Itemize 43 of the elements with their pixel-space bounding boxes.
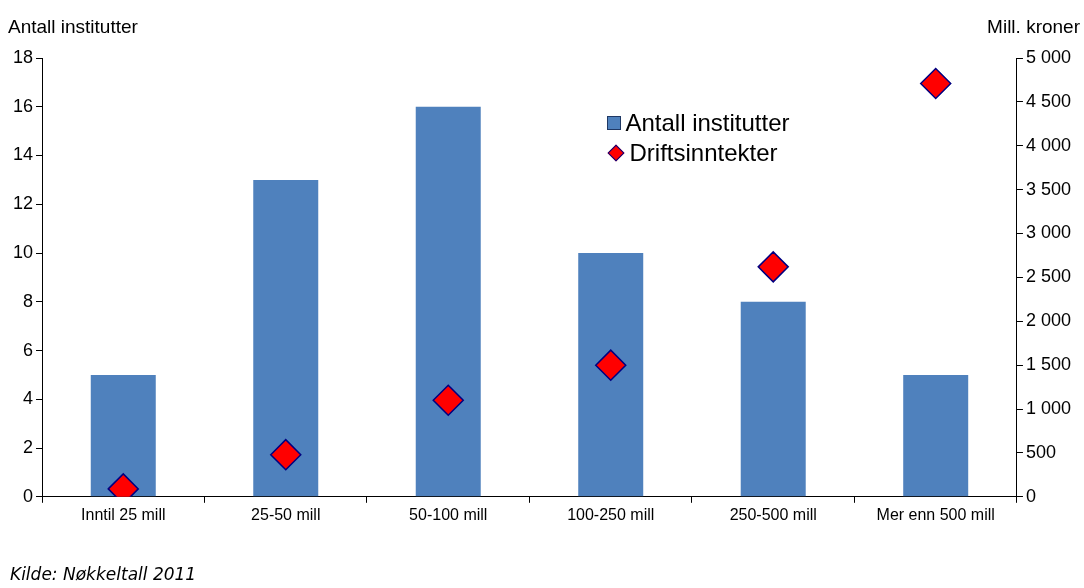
y-tick-label: 4 (23, 388, 34, 409)
point (594, 349, 627, 381)
bar (740, 301, 806, 497)
point (757, 251, 789, 283)
y-tick-label: 12 (12, 193, 34, 214)
bar (415, 106, 481, 497)
x-tick-label: Inntil 25 mill (81, 505, 166, 523)
x-tick-label: Mer enn 500 mill (876, 505, 995, 523)
y2-tick-label: 3 000 (1025, 222, 1071, 243)
bar (903, 374, 969, 497)
y-tick-label: 14 (12, 144, 34, 165)
x-tick-label: 250-500 mill (729, 505, 817, 523)
y2-tick-label: 2 500 (1025, 266, 1071, 287)
y2-tick-label: 2 000 (1025, 310, 1071, 331)
y2-axis-title: Mill. kroner (987, 16, 1080, 38)
x-tick-label: 50-100 mill (409, 505, 488, 523)
x-tick-label: 100-250 mill (567, 505, 655, 523)
y-tick-label: 6 (23, 339, 34, 360)
y2-tick-label: 3 500 (1025, 178, 1071, 199)
text: Kilde: Nøkkeltall 2011 (10, 564, 197, 584)
legend-label: Driftsinntekter (629, 138, 778, 168)
x-tick-label: 25-50 mill (251, 505, 321, 523)
y-tick-label: 10 (12, 241, 34, 262)
y-tick-label: 0 (23, 485, 34, 506)
y2-tick-label: 1 000 (1025, 398, 1071, 419)
y-axis-title: Antall institutter (8, 16, 138, 38)
y2-tick-label: 0 (1025, 485, 1036, 506)
y2-tick-label: 500 (1025, 441, 1056, 462)
y2-tick-label: 1 500 (1025, 354, 1071, 375)
y-tick-label: 16 (12, 95, 34, 116)
bar (253, 179, 319, 497)
y2-tick-label: 4 000 (1025, 134, 1071, 155)
point (432, 384, 464, 417)
legend-label: Antall institutter (625, 108, 790, 138)
y-tick-label: 2 (23, 437, 34, 458)
y-tick-label: 8 (23, 290, 34, 311)
point (919, 67, 952, 100)
y-tick-label: 18 (12, 46, 34, 67)
point (270, 438, 302, 471)
y2-tick-label: 4 500 (1025, 90, 1071, 111)
bar (90, 374, 156, 497)
y2-tick-label: 5 000 (1025, 46, 1071, 67)
bar (578, 253, 644, 497)
